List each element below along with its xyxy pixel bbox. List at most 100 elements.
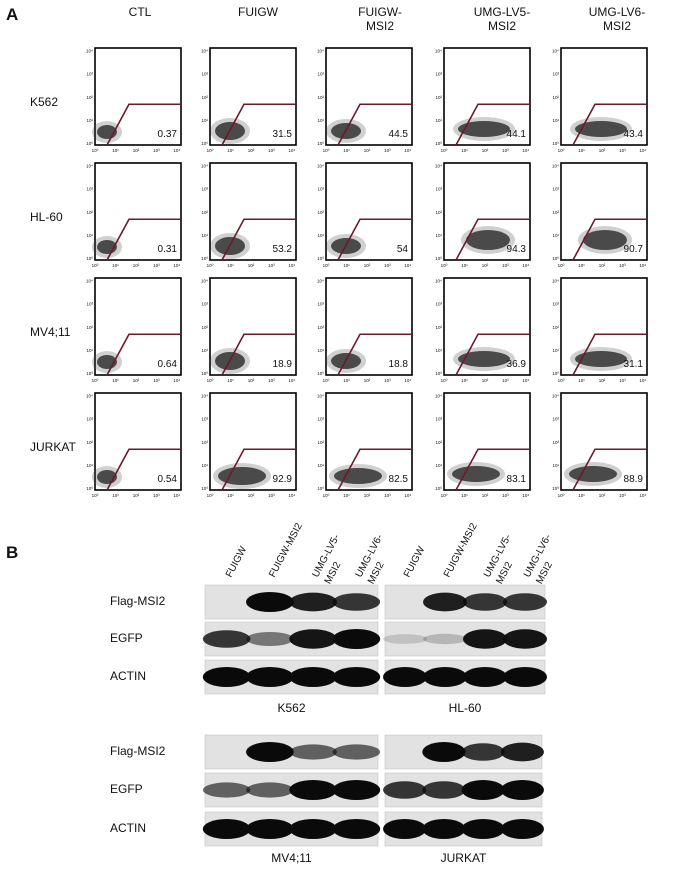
axis-tick-label: 10¹ — [201, 233, 208, 238]
cell-cloud — [575, 121, 627, 137]
axis-tick-label: 10⁴ — [86, 279, 93, 284]
gate-percentage: 94.3 — [507, 244, 527, 255]
blot-band — [500, 780, 544, 800]
blot-band — [289, 819, 337, 839]
axis-tick-label: 10² — [317, 210, 324, 215]
gate — [455, 333, 530, 376]
axis-tick-label: 10⁴ — [288, 263, 295, 268]
lane-label: UMG-LV6-MSI2 — [354, 533, 398, 586]
axis-tick-label: 10⁴ — [173, 148, 180, 153]
axis-tick-label: 10⁰ — [317, 141, 324, 146]
blot-band — [246, 782, 294, 798]
gate — [455, 448, 530, 491]
axis-tick-label: 10³ — [384, 263, 391, 268]
axis-tick-label: 10³ — [86, 72, 93, 77]
axis-tick-label: 10⁰ — [558, 378, 565, 383]
blot-band — [383, 781, 427, 799]
lane-label: UMG-LV6-MSI2 — [522, 533, 566, 586]
blot-row-label: Flag-MSI2 — [110, 594, 166, 608]
axis-tick-label: 10⁰ — [317, 371, 324, 376]
axis-tick-label: 10⁰ — [201, 486, 208, 491]
blot-band — [383, 634, 427, 644]
gate — [106, 448, 181, 491]
axis-tick-label: 10⁰ — [552, 371, 559, 376]
blot-band — [503, 667, 547, 687]
axis-tick-label: 10⁰ — [552, 486, 559, 491]
blot-band — [423, 592, 467, 612]
axis-tick-label: 10² — [133, 263, 140, 268]
axis-tick-label: 10¹ — [461, 148, 468, 153]
row-label: K562 — [30, 95, 58, 109]
plot-frame — [94, 162, 182, 261]
gate — [221, 103, 296, 146]
blot-band — [423, 633, 467, 645]
blot-band — [332, 780, 381, 800]
axis-tick-label: 10⁰ — [441, 378, 448, 383]
axis-tick-label: 10⁴ — [288, 378, 295, 383]
axis-tick-label: 10⁴ — [288, 148, 295, 153]
axis-tick-label: 10¹ — [552, 233, 559, 238]
axis-tick-label: 10² — [248, 493, 255, 498]
axis-tick-label: 10⁴ — [435, 164, 442, 169]
column-header-line: UMG-LV6- — [589, 5, 645, 19]
gate — [572, 103, 647, 146]
plot-frame — [560, 47, 648, 146]
axis-tick-label: 10¹ — [86, 233, 93, 238]
axis-tick-label: 10⁰ — [435, 371, 442, 376]
axis-tick-label: 10² — [364, 148, 371, 153]
axis-tick-label: 10⁰ — [92, 263, 99, 268]
gate-percentage: 90.7 — [624, 244, 644, 255]
axis-tick-label: 10¹ — [435, 348, 442, 353]
axis-tick-label: 10⁰ — [317, 256, 324, 261]
axis-tick-label: 10¹ — [201, 463, 208, 468]
plot-frame — [94, 392, 182, 491]
blot-row-label: ACTIN — [110, 821, 146, 835]
plot-frame — [209, 392, 297, 491]
blot-band — [463, 667, 507, 687]
axis-tick-label: 10⁴ — [522, 263, 529, 268]
blot-band — [289, 780, 337, 800]
column-header: UMG-LV6-MSI2 — [589, 5, 645, 33]
gate-percentage: 54 — [397, 244, 409, 255]
gate — [106, 218, 181, 261]
axis-tick-label: 10⁴ — [552, 49, 559, 54]
gate — [572, 218, 647, 261]
gate-percentage: 83.1 — [507, 474, 527, 485]
axis-tick-label: 10³ — [435, 187, 442, 192]
blot-band — [422, 742, 466, 762]
blot-band — [289, 744, 337, 760]
blot-band — [246, 819, 294, 839]
axis-tick-label: 10⁴ — [173, 263, 180, 268]
gate-percentage: 36.9 — [507, 359, 527, 370]
axis-tick-label: 10¹ — [578, 148, 585, 153]
axis-tick-label: 10² — [201, 440, 208, 445]
axis-tick-label: 10² — [599, 493, 606, 498]
blot-band — [332, 593, 381, 611]
plot-frame — [443, 392, 531, 491]
plot-frame — [94, 47, 182, 146]
axis-tick-label: 10³ — [384, 148, 391, 153]
axis-tick-label: 10³ — [201, 302, 208, 307]
axis-tick-label: 10² — [552, 325, 559, 330]
axis-tick-label: 10² — [86, 210, 93, 215]
axis-tick-label: 10⁴ — [317, 164, 324, 169]
axis-tick-label: 10¹ — [461, 263, 468, 268]
plot-frame — [209, 162, 297, 261]
blot-band — [246, 742, 294, 762]
axis-tick-label: 10⁴ — [552, 164, 559, 169]
column-header-line: MSI2 — [603, 19, 631, 33]
axis-tick-label: 10² — [552, 440, 559, 445]
axis-tick-label: 10⁰ — [435, 486, 442, 491]
axis-tick-label: 10¹ — [435, 233, 442, 238]
plot-frame — [560, 277, 648, 376]
plot-frame — [443, 162, 531, 261]
axis-tick-label: 10⁰ — [435, 256, 442, 261]
axis-tick-label: 10⁴ — [86, 49, 93, 54]
blot-band — [383, 667, 427, 687]
axis-tick-label: 10⁴ — [288, 493, 295, 498]
axis-tick-label: 10⁰ — [86, 141, 93, 146]
axis-tick-label: 10⁴ — [201, 49, 208, 54]
axis-tick-label: 10⁴ — [552, 279, 559, 284]
gate-percentage: 18.9 — [273, 359, 293, 370]
